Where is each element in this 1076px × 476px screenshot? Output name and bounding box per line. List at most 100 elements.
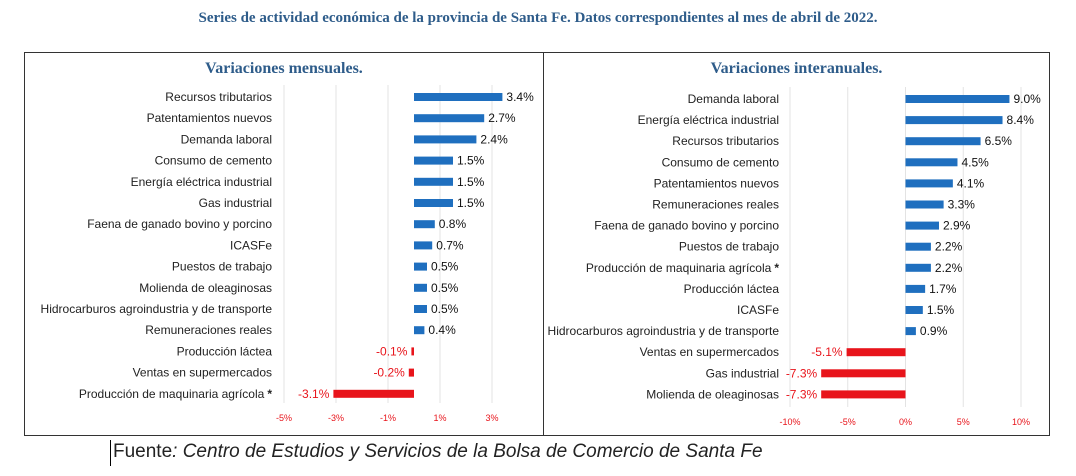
source-note: Fuente: Centro de Estudios y Servicios d…	[110, 440, 763, 466]
monthly-tick-label: -3%	[328, 413, 344, 423]
yearly-category-label: Faena de ganado bovino y porcino	[594, 219, 779, 233]
yearly-category-label: Gas industrial	[706, 366, 779, 380]
monthly-category-label: ICASFe	[230, 238, 272, 252]
yearly-value-label: -5.1%	[811, 345, 843, 359]
monthly-category-label: Molienda de oleaginosas	[139, 281, 272, 295]
yearly-bar	[821, 390, 906, 399]
monthly-value-label: 0.5%	[431, 281, 459, 295]
yearly-category-label: Hidrocarburos agroindustria y de transpo…	[548, 324, 780, 338]
yearly-bar	[905, 158, 958, 167]
monthly-tick-label: 3%	[485, 413, 498, 423]
monthly-value-label: 2.7%	[488, 111, 516, 125]
monthly-value-label: -0.2%	[373, 366, 405, 380]
main-title: Series de actividad económica de la prov…	[198, 10, 878, 26]
monthly-category-label: Puestos de trabajo	[172, 260, 272, 274]
yearly-value-label: 1.7%	[929, 282, 957, 296]
monthly-chart-panel: Variaciones mensuales. Recursos tributar…	[24, 52, 544, 436]
monthly-category-label: Energía eléctrica industrial	[131, 175, 272, 189]
monthly-bar	[414, 135, 477, 144]
monthly-value-label: 0.5%	[431, 302, 459, 316]
source-label: Fuente	[113, 441, 173, 462]
yearly-category-label: Consumo de cemento	[662, 155, 780, 169]
monthly-category-label: Hidrocarburos agroindustria y de transpo…	[41, 302, 273, 316]
monthly-bar	[333, 389, 414, 398]
yearly-bar	[905, 306, 923, 314]
monthly-asterisk-marker: *	[267, 387, 272, 401]
yearly-value-label: 3.3%	[948, 198, 976, 212]
yearly-bar	[905, 327, 916, 336]
monthly-value-label: 0.5%	[431, 260, 459, 274]
monthly-bar	[414, 241, 433, 250]
yearly-category-label: Energía eléctrica industrial	[638, 113, 779, 127]
yearly-category-label: Ventas en supermercados	[640, 345, 779, 359]
yearly-category-label: Molienda de oleaginosas	[646, 387, 779, 401]
yearly-value-label: 4.5%	[961, 155, 989, 169]
monthly-category-label: Ventas en supermercados	[133, 366, 272, 380]
monthly-bar	[414, 220, 435, 229]
monthly-value-label: 1.5%	[457, 196, 485, 210]
yearly-category-label: Demanda laboral	[688, 92, 779, 106]
monthly-bar	[411, 347, 414, 356]
yearly-chart: Demanda laboral 9.0% Energía eléctrica ind…	[548, 87, 1041, 427]
monthly-bar	[414, 199, 453, 207]
monthly-tick-label: 1%	[433, 413, 446, 423]
yearly-bar	[905, 263, 931, 272]
monthly-bar	[414, 114, 485, 123]
monthly-category-label: Producción láctea	[177, 344, 273, 358]
yearly-category-label: Puestos de trabajo	[679, 240, 779, 254]
monthly-value-label: 0.4%	[428, 323, 456, 337]
monthly-category-label: Gas industrial	[199, 196, 272, 210]
yearly-value-label: 2.2%	[935, 261, 963, 275]
monthly-category-label: Demanda laboral	[181, 132, 272, 146]
yearly-bar	[821, 369, 906, 378]
monthly-category-label: Patentamientos nuevos	[147, 111, 272, 125]
yearly-value-label: 0.9%	[920, 324, 948, 338]
source-text: : Centro de Estudios y Servicios de la B…	[172, 441, 763, 462]
yearly-asterisk-marker: *	[774, 261, 779, 275]
monthly-category-label: Producción de maquinaria agrícola *	[79, 387, 272, 401]
yearly-value-label: 4.1%	[957, 176, 985, 190]
monthly-bar	[408, 368, 414, 377]
yearly-chart-title: Variaciones interanuales.	[710, 60, 883, 77]
yearly-value-label: 9.0%	[1013, 92, 1041, 106]
yearly-tick-label: 0%	[899, 417, 912, 427]
monthly-value-label: 2.4%	[480, 132, 508, 146]
yearly-bar	[905, 221, 939, 230]
monthly-category-label: Recursos tributarios	[165, 90, 272, 104]
monthly-value-label: 0.7%	[436, 238, 464, 252]
monthly-bar	[414, 156, 453, 165]
yearly-chart-panel: Variaciones interanuales. Demanda labora…	[543, 52, 1050, 436]
yearly-bar	[905, 200, 944, 209]
monthly-category-label: Faena de ganado bovino y porcino	[87, 217, 272, 231]
yearly-category-label: ICASFe	[737, 303, 779, 317]
yearly-category-label: Patentamientos nuevos	[654, 176, 779, 190]
yearly-value-label: 1.5%	[927, 303, 955, 317]
monthly-tick-label: -1%	[380, 413, 396, 423]
yearly-value-label: 8.4%	[1007, 113, 1035, 127]
monthly-value-label: 1.5%	[457, 154, 485, 168]
yearly-bar	[905, 116, 1003, 125]
monthly-tick-label: -5%	[276, 413, 292, 423]
monthly-bar	[414, 262, 427, 271]
monthly-bar	[414, 283, 427, 292]
yearly-bar	[905, 137, 981, 146]
monthly-bar	[414, 177, 453, 186]
monthly-bar	[414, 305, 427, 313]
yearly-tick-label: -10%	[779, 417, 800, 427]
yearly-value-label: 2.9%	[943, 219, 971, 233]
yearly-value-label: -7.3%	[786, 366, 818, 380]
yearly-value-label: 6.5%	[985, 134, 1013, 148]
monthly-bar	[414, 326, 425, 335]
monthly-chart: Recursos tributarios 3.4% Patentamientos n…	[41, 85, 534, 423]
monthly-value-label: -0.1%	[376, 344, 408, 358]
monthly-chart-title: Variaciones mensuales.	[205, 60, 363, 77]
monthly-value-label: 1.5%	[457, 175, 485, 189]
yearly-tick-label: 5%	[957, 417, 970, 427]
monthly-value-label: -3.1%	[298, 387, 330, 401]
yearly-category-label: Producción de maquinaria agrícola *	[586, 261, 779, 275]
yearly-bar	[905, 242, 931, 251]
yearly-category-label: Recursos tributarios	[672, 134, 779, 148]
yearly-category-label: Producción láctea	[684, 282, 780, 296]
monthly-value-label: 0.8%	[439, 217, 467, 231]
monthly-category-label: Remuneraciones reales	[145, 323, 272, 337]
